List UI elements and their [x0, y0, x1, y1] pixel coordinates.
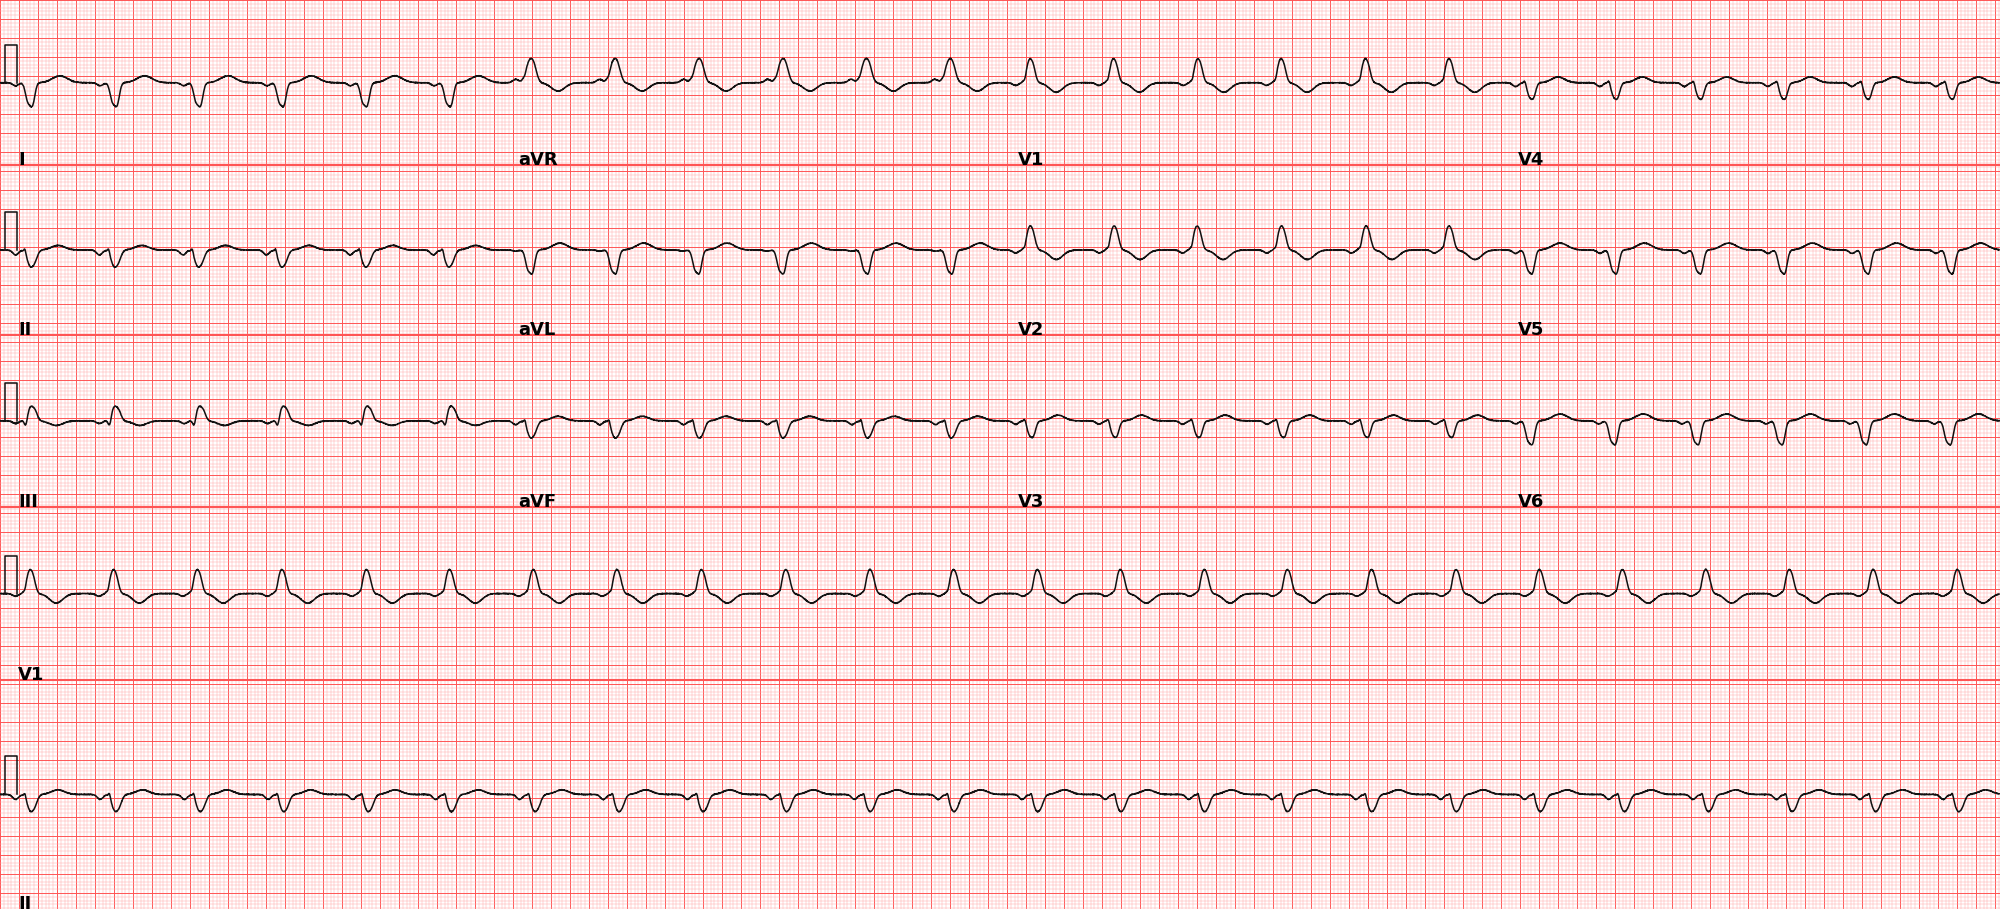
- Text: V6: V6: [1518, 494, 1544, 511]
- Text: V3: V3: [1018, 494, 1044, 511]
- Text: V1: V1: [18, 666, 44, 684]
- Text: I: I: [18, 152, 24, 169]
- Text: V4: V4: [1518, 152, 1544, 169]
- Text: aVF: aVF: [518, 494, 556, 511]
- Text: V2: V2: [1018, 321, 1044, 338]
- Text: V1: V1: [1018, 152, 1044, 169]
- Text: III: III: [18, 494, 38, 511]
- Text: aVR: aVR: [518, 152, 558, 169]
- Text: II: II: [18, 321, 32, 338]
- Text: V5: V5: [1518, 321, 1544, 338]
- Text: aVL: aVL: [518, 321, 556, 338]
- Text: II: II: [18, 895, 32, 909]
